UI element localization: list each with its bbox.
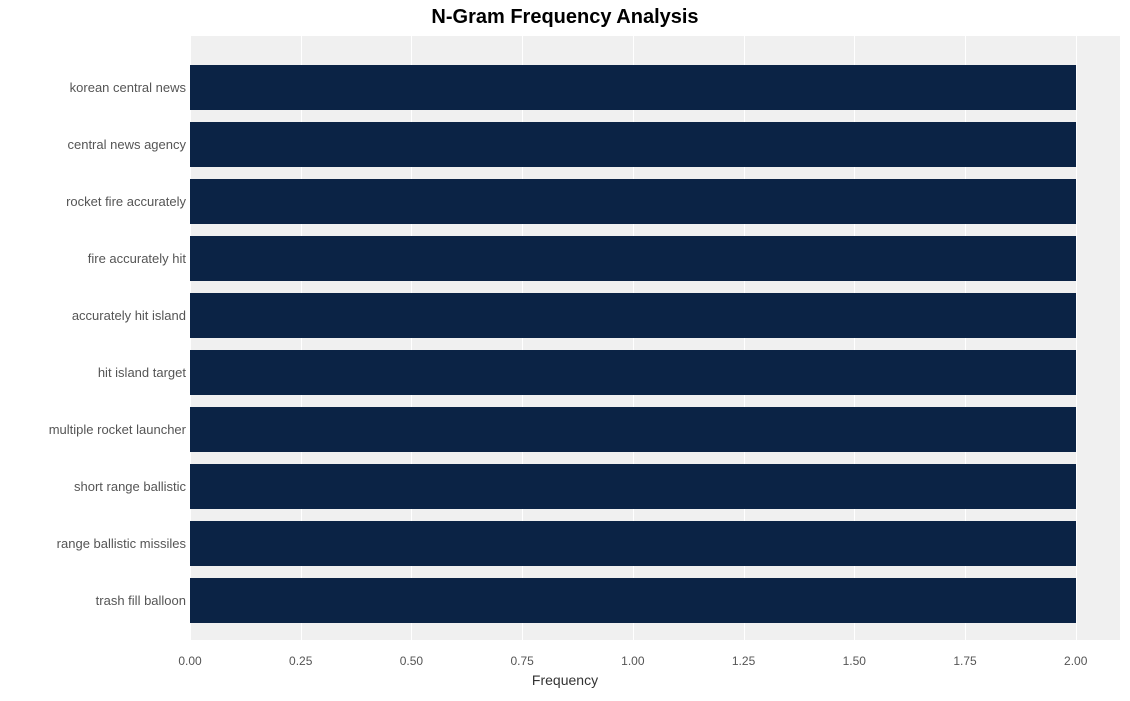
chart-title: N-Gram Frequency Analysis bbox=[0, 6, 1130, 29]
x-tick-label: 1.00 bbox=[621, 654, 644, 668]
x-tick-label: 1.25 bbox=[732, 654, 755, 668]
x-axis-ticks: 0.000.250.500.751.001.251.501.752.00 bbox=[190, 640, 1120, 664]
ngram-chart: N-Gram Frequency Analysis korean central… bbox=[0, 0, 1130, 701]
bar-row bbox=[190, 578, 1120, 623]
bar-row bbox=[190, 122, 1120, 167]
y-tick-label: hit island target bbox=[98, 366, 186, 380]
bar-row bbox=[190, 293, 1120, 338]
y-tick-label: rocket fire accurately bbox=[66, 195, 186, 209]
bar bbox=[190, 521, 1076, 566]
x-tick-label: 0.25 bbox=[289, 654, 312, 668]
x-tick-label: 0.75 bbox=[510, 654, 533, 668]
bar-row bbox=[190, 236, 1120, 281]
x-tick-label: 0.00 bbox=[178, 654, 201, 668]
plot-area bbox=[190, 36, 1120, 640]
y-tick-label: trash fill balloon bbox=[96, 594, 186, 608]
y-tick-label: central news agency bbox=[67, 138, 186, 152]
y-tick-label: korean central news bbox=[70, 81, 186, 95]
bar-row bbox=[190, 407, 1120, 452]
bar-row bbox=[190, 350, 1120, 395]
x-axis-label: Frequency bbox=[0, 672, 1130, 688]
y-tick-label: range ballistic missiles bbox=[57, 537, 186, 551]
bar-row bbox=[190, 521, 1120, 566]
y-tick-label: accurately hit island bbox=[72, 309, 186, 323]
x-tick-label: 0.50 bbox=[400, 654, 423, 668]
bar-row bbox=[190, 65, 1120, 110]
x-tick-label: 2.00 bbox=[1064, 654, 1087, 668]
y-tick-label: fire accurately hit bbox=[88, 252, 186, 266]
bar-row bbox=[190, 464, 1120, 509]
bar bbox=[190, 179, 1076, 224]
bar bbox=[190, 407, 1076, 452]
bar bbox=[190, 578, 1076, 623]
bar-row bbox=[190, 179, 1120, 224]
y-axis-labels: korean central news central news agency ro… bbox=[0, 36, 186, 640]
bar bbox=[190, 350, 1076, 395]
bar bbox=[190, 464, 1076, 509]
y-tick-label: short range ballistic bbox=[74, 480, 186, 494]
bar bbox=[190, 65, 1076, 110]
bar bbox=[190, 236, 1076, 281]
y-tick-label: multiple rocket launcher bbox=[49, 423, 186, 437]
x-tick-label: 1.50 bbox=[843, 654, 866, 668]
bar bbox=[190, 293, 1076, 338]
x-tick-label: 1.75 bbox=[953, 654, 976, 668]
bar bbox=[190, 122, 1076, 167]
bars-container bbox=[190, 36, 1120, 640]
